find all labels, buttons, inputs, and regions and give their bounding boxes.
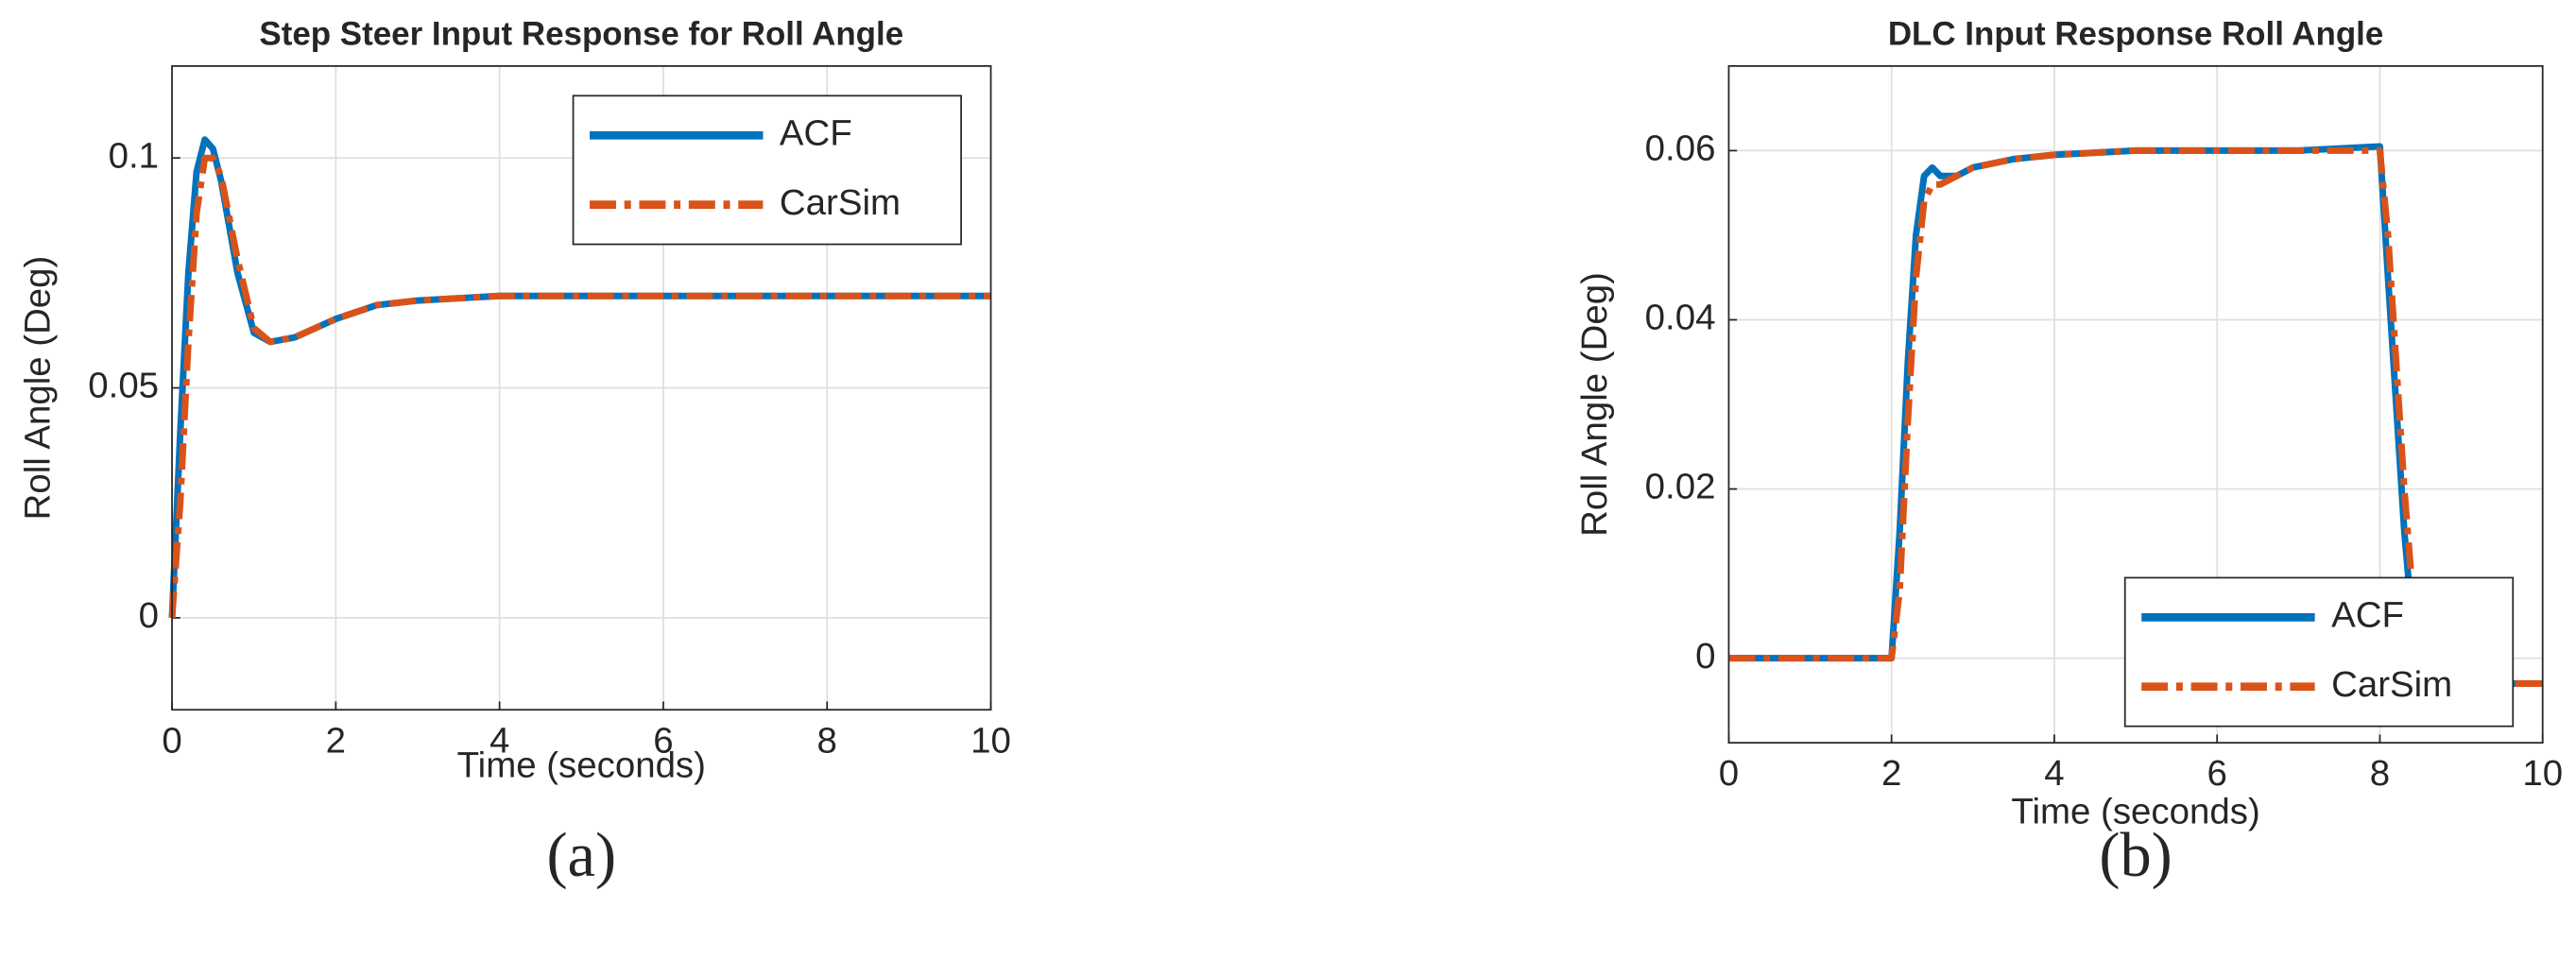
x-axis-label: Time (seconds) [457, 745, 706, 786]
y-axis-label: Roll Angle (Deg) [1574, 272, 1615, 537]
y-tick-label: 0.05 [88, 366, 159, 406]
x-tick-label: 0 [162, 720, 181, 761]
x-axis-label: Time (seconds) [2011, 791, 2259, 831]
x-tick-label: 10 [2522, 753, 2563, 794]
y-axis-label: Roll Angle (Deg) [17, 256, 58, 521]
y-tick-label: 0.02 [1645, 467, 1716, 507]
series-line [1728, 146, 2543, 695]
legend-label: ACF [780, 112, 852, 153]
legend-label: CarSim [780, 182, 901, 223]
chart-title: Step Steer Input Response for Roll Angle [259, 16, 903, 53]
caption: (b) [2099, 821, 2172, 890]
x-tick-label: 2 [1881, 753, 1901, 794]
x-tick-label: 10 [970, 720, 1011, 761]
x-tick-label: 6 [653, 720, 673, 761]
plot-frame [1727, 65, 2544, 745]
x-tick-label: 6 [2207, 753, 2227, 794]
x-tick-label: 2 [326, 720, 346, 761]
y-tick-label: 0.04 [1645, 298, 1716, 338]
legend-box [2123, 576, 2515, 728]
x-tick-label: 0 [1719, 753, 1739, 794]
legend-label: CarSim [2331, 664, 2452, 705]
x-tick-label: 8 [2370, 753, 2390, 794]
y-tick-label: 0 [1695, 636, 1715, 676]
legend-label: ACF [2331, 595, 2404, 636]
y-tick-label: 0.1 [109, 135, 159, 176]
x-tick-label: 8 [817, 720, 837, 761]
chart-title: DLC Input Response Roll Angle [1888, 16, 2383, 53]
legend-box [572, 94, 962, 246]
series-line [168, 154, 991, 619]
y-tick-label: 0 [139, 595, 159, 636]
x-tick-label: 4 [2044, 753, 2064, 794]
plot-frame [171, 65, 992, 711]
y-tick-label: 0.06 [1645, 128, 1716, 169]
caption: (a) [546, 821, 616, 890]
x-tick-label: 4 [489, 720, 509, 761]
